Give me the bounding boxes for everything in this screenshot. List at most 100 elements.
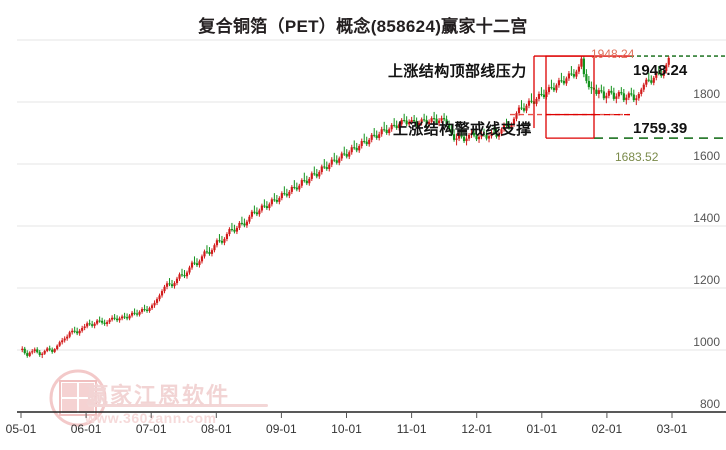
candle-body — [515, 113, 518, 119]
candle-body — [462, 136, 466, 142]
candle-body — [48, 348, 51, 350]
watermark-url: www.360zann.com — [85, 410, 217, 426]
candle-body — [318, 172, 321, 177]
candle-body — [587, 80, 590, 88]
candle-body — [98, 320, 101, 322]
candle-body — [111, 317, 114, 320]
candle-body — [577, 66, 580, 72]
candle-body — [195, 263, 199, 266]
candle-body — [208, 252, 211, 254]
candle-body — [360, 141, 363, 147]
candle-body — [68, 332, 71, 337]
candle-body — [293, 186, 296, 188]
candle-body — [273, 199, 276, 201]
candle-body — [313, 173, 316, 175]
candle-body — [173, 283, 176, 287]
candle-body — [637, 93, 640, 99]
candle-body — [555, 85, 558, 91]
candle-body — [590, 87, 593, 89]
candle-body — [81, 327, 84, 331]
candle-body — [295, 187, 298, 190]
structure-box — [545, 55, 595, 139]
x-axis-tick: 10-01 — [331, 422, 362, 436]
candle-body — [288, 191, 291, 196]
candle-body — [530, 100, 533, 102]
candle-body — [383, 129, 386, 131]
candle-body — [220, 240, 224, 243]
candle-body — [280, 193, 283, 199]
candle-body — [477, 136, 481, 140]
candle-body — [320, 166, 323, 173]
x-axis-tick: 11-01 — [396, 422, 427, 436]
candle-body — [625, 97, 628, 101]
candle-body — [375, 135, 378, 138]
candle-body — [230, 229, 234, 231]
candle-body — [328, 164, 331, 169]
candle-body — [380, 129, 383, 135]
candle-body — [165, 283, 169, 287]
candle-body — [193, 262, 196, 264]
candle-body — [170, 284, 174, 287]
x-axis-tick: 01-01 — [526, 422, 558, 436]
candle-body — [275, 199, 278, 202]
candle-body — [650, 80, 653, 83]
candle-body — [610, 90, 613, 93]
candle-body — [345, 154, 348, 157]
candle-body — [408, 121, 411, 125]
candle-body — [245, 221, 249, 226]
candle-body — [56, 345, 59, 350]
candle-body — [160, 291, 164, 296]
candle-body — [365, 141, 368, 145]
candle-body — [403, 119, 406, 121]
candle-body — [175, 278, 179, 284]
x-axis-tick: 03-01 — [656, 422, 688, 436]
candle-body — [335, 160, 338, 163]
candle-body — [250, 211, 253, 217]
candle-body — [268, 204, 271, 209]
candle-body — [525, 105, 528, 111]
candle-body — [647, 79, 650, 81]
candle-body — [510, 124, 513, 129]
candle-body — [303, 180, 306, 182]
candle-body — [188, 267, 191, 273]
candle-body — [93, 323, 96, 326]
y-axis-tick: 1200 — [693, 273, 720, 287]
candle-body — [158, 295, 161, 300]
candle-body — [253, 211, 256, 213]
candle-body — [418, 123, 421, 126]
y-axis-tick: 800 — [699, 397, 720, 411]
candle-body — [580, 58, 583, 67]
candle-body — [550, 87, 553, 89]
candle-body — [602, 91, 605, 99]
axis-lines — [17, 411, 726, 418]
candle-body — [130, 312, 134, 316]
candle-body — [46, 348, 49, 351]
candle-body — [353, 147, 356, 149]
candle-body — [143, 309, 146, 311]
candle-body — [502, 124, 506, 130]
candle-body — [148, 308, 151, 311]
candle-body — [120, 316, 124, 319]
candle-body — [652, 77, 655, 83]
candle-body — [630, 93, 633, 95]
candle-body — [557, 80, 561, 86]
y-axis-tick: 1400 — [693, 211, 720, 225]
candle-body — [617, 92, 620, 97]
candle-body — [393, 124, 396, 126]
candle-body — [91, 324, 94, 326]
candle-body — [470, 133, 473, 135]
candle-body — [343, 153, 346, 155]
candle-body — [507, 125, 511, 129]
candle-body — [430, 118, 433, 122]
candle-body — [71, 330, 74, 333]
candle-body — [155, 299, 159, 303]
candle-body — [552, 87, 556, 91]
annotation-pointers — [533, 55, 630, 129]
candle-body — [145, 309, 149, 311]
candle-body — [645, 79, 648, 85]
watermark-brand: 赢家江恩软件 — [86, 383, 231, 408]
candle-body — [323, 166, 326, 168]
candle-body — [560, 80, 563, 82]
candle-body — [58, 342, 61, 346]
